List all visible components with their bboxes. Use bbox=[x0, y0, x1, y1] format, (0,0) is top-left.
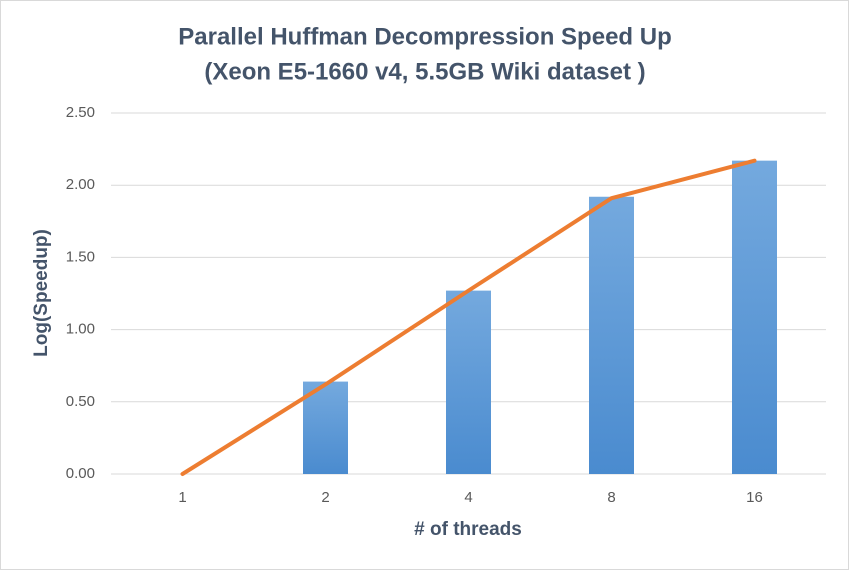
bar bbox=[303, 381, 348, 474]
bar bbox=[589, 196, 634, 474]
x-tick-label: 4 bbox=[464, 489, 472, 506]
bar bbox=[732, 160, 777, 475]
y-tick-label: 0.50 bbox=[66, 393, 95, 410]
chart-subtitle: (Xeon E5-1660 v4, 5.5GB Wiki dataset ) bbox=[204, 58, 645, 85]
y-tick-label: 2.00 bbox=[66, 176, 95, 193]
y-tick-label: 1.50 bbox=[66, 248, 95, 265]
chart-title: Parallel Huffman Decompression Speed Up bbox=[178, 23, 671, 50]
x-axis-title: # of threads bbox=[414, 519, 522, 540]
x-tick-label: 2 bbox=[321, 489, 329, 506]
x-tick-label: 8 bbox=[607, 489, 615, 506]
x-tick-label: 16 bbox=[746, 489, 763, 506]
y-tick-label: 1.00 bbox=[66, 321, 95, 338]
y-tick-label: 2.50 bbox=[66, 104, 95, 121]
y-axis-title: Log(Speedup) bbox=[31, 229, 52, 357]
line bbox=[180, 158, 757, 476]
y-tick-label: 0.00 bbox=[66, 465, 95, 482]
x-tick-label: 1 bbox=[178, 489, 186, 506]
bar bbox=[446, 290, 491, 474]
